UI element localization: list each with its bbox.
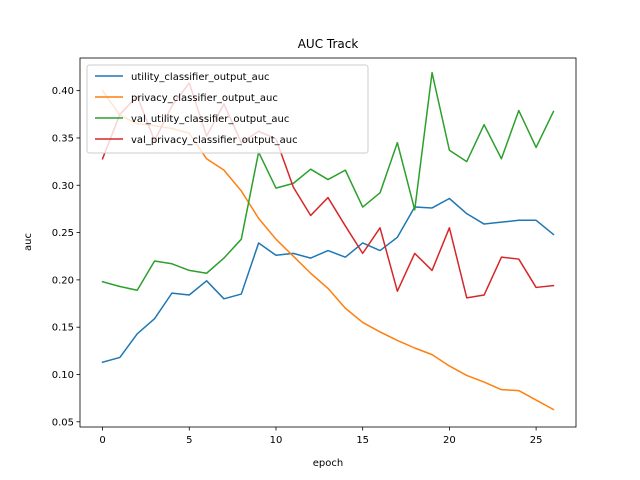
y-axis-title: auc: [23, 233, 34, 251]
x-tick-label: 25: [530, 435, 543, 446]
y-tick-label: 0.25: [52, 228, 74, 239]
series-line-1: [101, 197, 555, 364]
chart-title: AUC Track: [298, 37, 359, 51]
series-line-3: [101, 71, 555, 292]
x-axis-title: epoch: [313, 458, 343, 469]
y-tick-label: 0.05: [52, 417, 74, 428]
legend-label: privacy_classifier_output_auc: [131, 93, 278, 104]
y-tick-label: 0.40: [52, 86, 74, 97]
x-axis: 0 5 10 15 20 25: [99, 427, 542, 446]
legend-label: val_privacy_classifier_output_auc: [131, 135, 298, 146]
legend-label: utility_classifier_output_auc: [131, 72, 270, 83]
x-tick-label: 10: [270, 435, 283, 446]
y-tick-label: 0.15: [52, 323, 74, 334]
x-tick-label: 15: [356, 435, 369, 446]
legend-box: [86, 64, 369, 154]
y-tick-label: 0.30: [52, 181, 74, 192]
x-tick-label: 0: [99, 435, 105, 446]
legend-label: val_utility_classifier_output_auc: [131, 114, 289, 125]
y-tick-label: 0.20: [52, 275, 74, 286]
y-axis: 0.05 0.10 0.15 0.20 0.25 0.30 0.35 0.40: [52, 86, 80, 428]
x-tick-label: 5: [186, 435, 192, 446]
y-tick-label: 0.10: [52, 370, 74, 381]
legend: utility_classifier_output_auc privacy_cla…: [86, 64, 369, 154]
y-tick-label: 0.35: [52, 133, 74, 144]
plot-frame: [79, 57, 577, 428]
x-tick-label: 20: [443, 435, 456, 446]
